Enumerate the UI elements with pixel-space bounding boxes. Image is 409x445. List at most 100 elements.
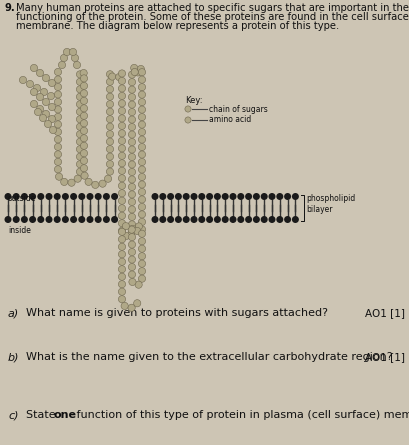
Text: AO1 [1]: AO1 [1] — [364, 352, 404, 362]
Circle shape — [62, 216, 69, 223]
Text: AO1 [1]: AO1 [1] — [364, 308, 404, 318]
Circle shape — [34, 109, 41, 116]
Circle shape — [118, 281, 125, 288]
Circle shape — [213, 216, 220, 223]
Circle shape — [104, 175, 111, 182]
Text: c): c) — [8, 410, 18, 420]
Circle shape — [106, 78, 113, 85]
Circle shape — [76, 131, 83, 138]
Circle shape — [29, 193, 36, 200]
Text: outside: outside — [8, 194, 36, 203]
Circle shape — [80, 120, 88, 127]
Circle shape — [81, 172, 88, 179]
Circle shape — [128, 161, 135, 168]
Circle shape — [106, 153, 113, 160]
Circle shape — [106, 130, 113, 138]
Text: inside: inside — [8, 226, 31, 235]
Circle shape — [118, 212, 125, 219]
Circle shape — [138, 121, 145, 128]
Circle shape — [62, 193, 69, 200]
Circle shape — [138, 166, 145, 173]
Circle shape — [190, 216, 197, 223]
Circle shape — [76, 71, 83, 78]
Circle shape — [70, 216, 77, 223]
Circle shape — [252, 216, 259, 223]
Circle shape — [54, 166, 61, 173]
Circle shape — [115, 73, 122, 81]
Circle shape — [138, 136, 145, 143]
Circle shape — [118, 236, 125, 243]
Circle shape — [128, 248, 135, 256]
Circle shape — [76, 138, 83, 146]
Circle shape — [118, 167, 125, 174]
Circle shape — [76, 153, 83, 160]
Circle shape — [237, 193, 244, 200]
Circle shape — [94, 216, 101, 223]
Circle shape — [128, 191, 135, 198]
Circle shape — [29, 216, 36, 223]
Circle shape — [86, 216, 93, 223]
Circle shape — [129, 225, 136, 232]
Circle shape — [19, 77, 27, 84]
Circle shape — [21, 216, 28, 223]
Circle shape — [44, 121, 52, 128]
Circle shape — [118, 100, 125, 107]
Circle shape — [58, 61, 65, 69]
Circle shape — [63, 49, 70, 56]
Circle shape — [121, 302, 128, 310]
Circle shape — [138, 188, 145, 195]
Circle shape — [135, 281, 142, 288]
Circle shape — [106, 123, 113, 130]
Circle shape — [268, 216, 275, 223]
Circle shape — [175, 216, 182, 223]
Circle shape — [276, 193, 283, 200]
Circle shape — [80, 135, 88, 142]
Text: phospholipid
bilayer: phospholipid bilayer — [305, 194, 354, 214]
Circle shape — [245, 216, 252, 223]
Circle shape — [48, 103, 56, 111]
Circle shape — [175, 193, 182, 200]
Circle shape — [138, 196, 145, 203]
Circle shape — [229, 193, 236, 200]
Circle shape — [138, 253, 145, 260]
Circle shape — [198, 193, 205, 200]
Circle shape — [283, 193, 290, 200]
Circle shape — [54, 83, 61, 91]
Circle shape — [99, 180, 106, 187]
Circle shape — [128, 226, 135, 233]
Circle shape — [291, 193, 298, 200]
Circle shape — [118, 227, 125, 235]
Circle shape — [135, 223, 142, 230]
Circle shape — [118, 160, 125, 167]
Circle shape — [54, 143, 61, 150]
Circle shape — [85, 178, 92, 186]
Circle shape — [76, 86, 83, 93]
Circle shape — [54, 216, 61, 223]
Circle shape — [80, 165, 88, 172]
Circle shape — [106, 71, 113, 78]
Circle shape — [128, 78, 135, 86]
Circle shape — [13, 193, 20, 200]
Circle shape — [138, 245, 145, 252]
Circle shape — [122, 222, 129, 230]
Circle shape — [47, 93, 54, 100]
Circle shape — [128, 241, 135, 248]
Circle shape — [55, 173, 63, 180]
Circle shape — [30, 101, 38, 108]
Circle shape — [128, 271, 135, 278]
Circle shape — [26, 81, 34, 88]
Circle shape — [111, 193, 118, 200]
Circle shape — [54, 193, 61, 200]
Text: 9.: 9. — [5, 3, 16, 13]
Circle shape — [36, 93, 43, 101]
Circle shape — [76, 116, 83, 123]
Circle shape — [13, 216, 20, 223]
Circle shape — [128, 183, 135, 190]
Circle shape — [118, 152, 125, 159]
Circle shape — [54, 106, 61, 113]
Circle shape — [268, 193, 275, 200]
Circle shape — [92, 181, 99, 189]
Circle shape — [106, 116, 113, 123]
Circle shape — [151, 193, 158, 200]
Circle shape — [4, 193, 11, 200]
